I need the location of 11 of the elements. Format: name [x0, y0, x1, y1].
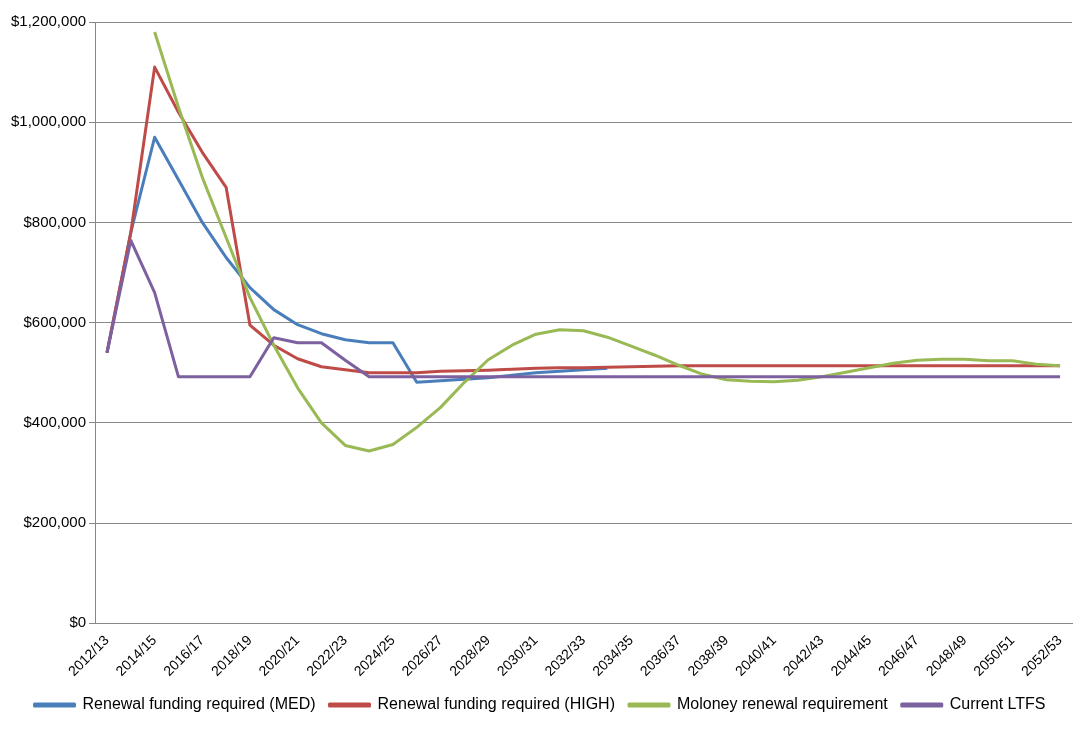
- y-tick-label: $200,000: [23, 513, 87, 531]
- legend-label: Renewal funding required (MED): [82, 695, 316, 713]
- y-tick-label: $1,200,000: [11, 12, 87, 30]
- y-tick-label: $1,000,000: [11, 112, 87, 130]
- legend-label: Moloney renewal requirement: [676, 695, 889, 713]
- legend-label: Renewal funding required (HIGH): [377, 695, 615, 713]
- y-tick-label: $400,000: [23, 413, 87, 431]
- y-tick-label: $800,000: [23, 212, 87, 230]
- y-tick-label: $600,000: [23, 312, 87, 330]
- y-tick-label: $0: [69, 613, 87, 631]
- legend-label: Current LTFS: [949, 695, 1046, 713]
